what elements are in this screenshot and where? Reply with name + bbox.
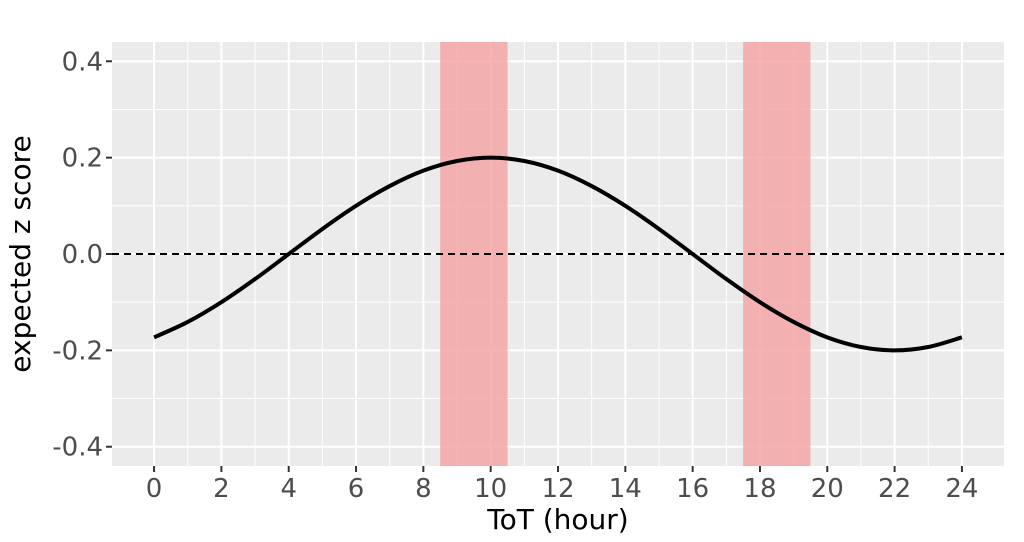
x-axis-title: ToT (hour): [486, 503, 628, 536]
x-tick-label: 24: [945, 474, 978, 504]
x-tick-label: 4: [280, 474, 297, 504]
y-axis-ticks: 0.4 0.2 0.0 -0.2 -0.4: [52, 47, 112, 463]
y-tick-label: 0.2: [62, 144, 103, 174]
y-tick-label: -0.2: [52, 336, 103, 366]
series-line: [153, 155, 963, 353]
y-tick-label: 0.0: [62, 240, 103, 270]
x-tick-label: 18: [743, 474, 776, 504]
x-tick-label: 16: [676, 474, 709, 504]
x-tick-label: 6: [348, 474, 365, 504]
y-tick-label: -0.4: [52, 433, 103, 463]
x-tick-label: 22: [878, 474, 911, 504]
x-axis-ticks: 0 2 4 6 8 10 12 14 16 18 20 22 24: [146, 466, 978, 504]
x-tick-label: 0: [146, 474, 163, 504]
x-tick-label: 14: [609, 474, 642, 504]
x-tick-label: 12: [541, 474, 574, 504]
y-tick-label: 0.4: [62, 47, 103, 77]
y-axis-title: expected z score: [4, 135, 37, 372]
x-tick-label: 2: [213, 474, 230, 504]
x-tick-label: 8: [415, 474, 432, 504]
x-tick-label: 10: [474, 474, 507, 504]
x-tick-label: 20: [811, 474, 844, 504]
